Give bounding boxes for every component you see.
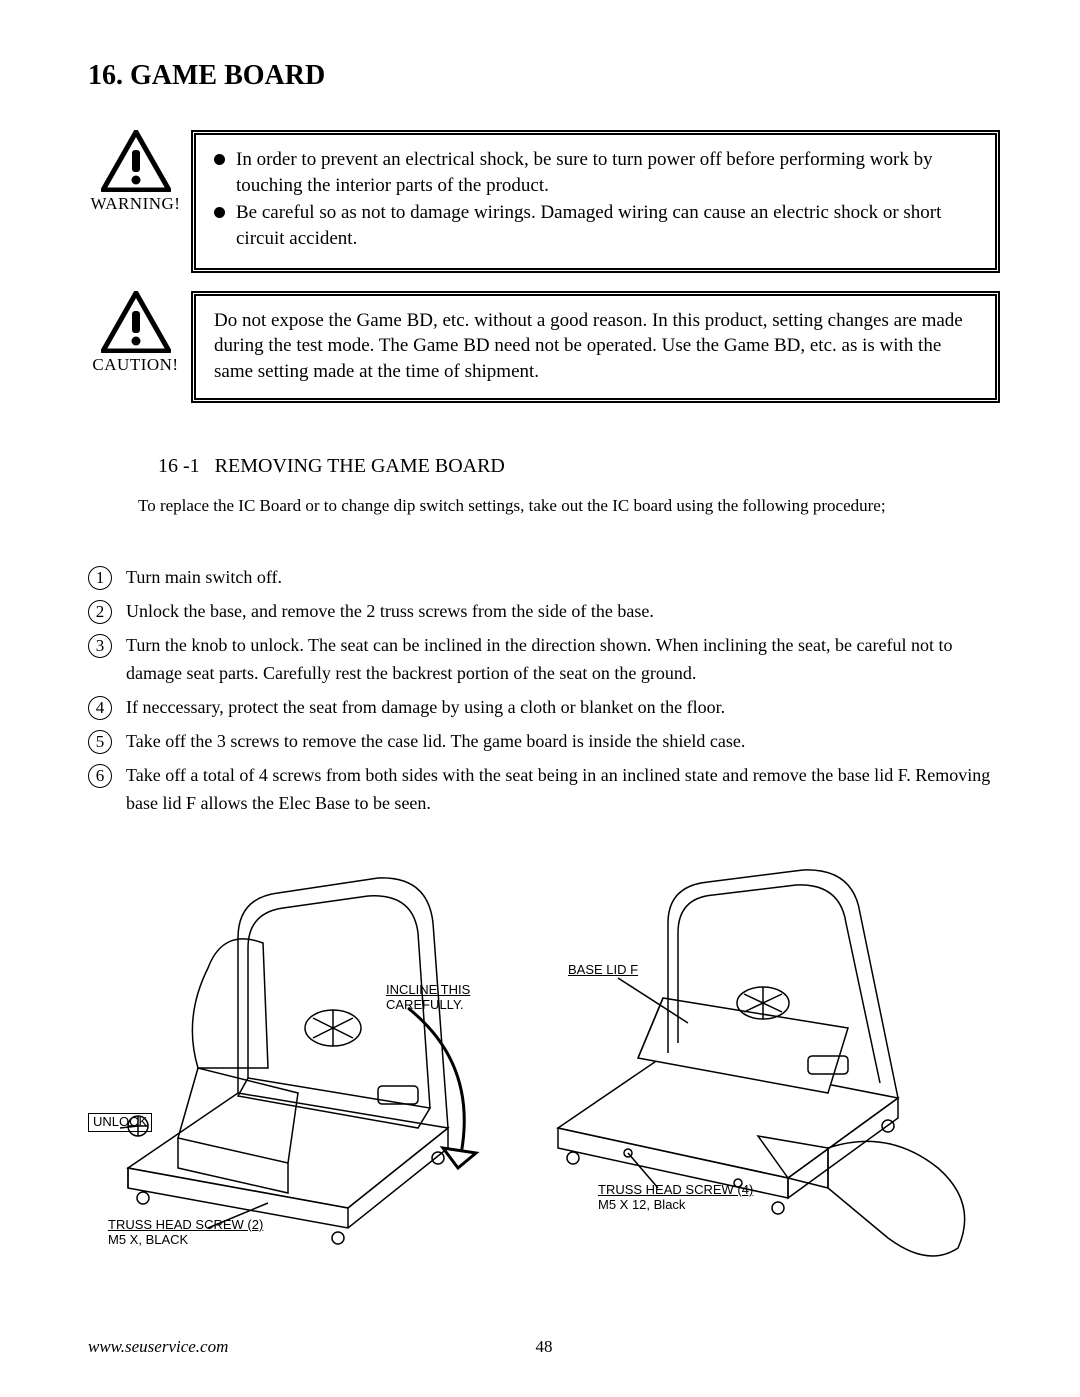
fig-label-line: TRUSS HEAD SCREW (4) — [598, 1183, 753, 1198]
fig-label-base-lid: BASE LID F — [568, 963, 638, 978]
fig-label-truss-left: TRUSS HEAD SCREW (2) M5 X, BLACK — [108, 1218, 263, 1248]
fig-label-unlock: UNLOCK — [88, 1113, 152, 1132]
warning-box: In order to prevent an electrical shock,… — [191, 130, 1000, 273]
step-number: 3 — [88, 634, 112, 658]
caution-triangle-icon — [101, 291, 171, 353]
step-text: Unlock the base, and remove the 2 truss … — [126, 598, 1000, 626]
caution-box: Do not expose the Game BD, etc. without … — [191, 291, 1000, 404]
warning-row: WARNING! In order to prevent an electric… — [88, 130, 1000, 273]
figure-right: BASE LID F TRUSS HEAD SCREW (4) M5 X 12,… — [528, 868, 998, 1268]
step-number: 5 — [88, 730, 112, 754]
step-text: Take off the 3 screws to remove the case… — [126, 728, 1000, 756]
figure: UNLOCK INCLINE THIS CAREFULLY. TRUSS HEA… — [88, 868, 1000, 1268]
step-text: Turn main switch off. — [126, 564, 1000, 592]
fig-label-truss-right: TRUSS HEAD SCREW (4) M5 X 12, Black — [598, 1183, 753, 1213]
caution-row: CAUTION! Do not expose the Game BD, etc.… — [88, 291, 1000, 404]
fig-label-line: CAREFULLY. — [386, 997, 464, 1012]
warning-bullet: Be careful so as not to damage wirings. … — [214, 200, 977, 251]
fig-label-line: M5 X 12, Black — [598, 1197, 685, 1212]
figure-left: UNLOCK INCLINE THIS CAREFULLY. TRUSS HEA… — [88, 868, 528, 1268]
step-item: 2 Unlock the base, and remove the 2 truss… — [88, 598, 1000, 626]
step-number: 2 — [88, 600, 112, 624]
warning-symbol: WARNING! — [88, 130, 183, 214]
step-text: Turn the knob to unlock. The seat can be… — [126, 632, 1000, 688]
step-item: 4 If neccessary, protect the seat from da… — [88, 694, 1000, 722]
step-number: 1 — [88, 566, 112, 590]
step-item: 3 Turn the knob to unlock. The seat can b… — [88, 632, 1000, 688]
step-number: 6 — [88, 764, 112, 788]
section-number: 16 -1 — [158, 455, 200, 477]
fig-label-line: INCLINE THIS — [386, 982, 470, 997]
step-item: 1 Turn main switch off. — [88, 564, 1000, 592]
section-title: REMOVING THE GAME BOARD — [215, 455, 505, 477]
step-item: 5 Take off the 3 screws to remove the cas… — [88, 728, 1000, 756]
steps-list: 1 Turn main switch off. 2 Unlock the base,… — [88, 564, 1000, 817]
page-title: 16. GAME BOARD — [88, 60, 1000, 92]
section-heading: 16 -1 REMOVING THE GAME BOARD — [158, 455, 1000, 478]
step-number: 4 — [88, 696, 112, 720]
caution-label: CAUTION! — [88, 355, 183, 375]
footer-url: www.seuservice.com — [88, 1337, 228, 1357]
step-text: If neccessary, protect the seat from dam… — [126, 694, 1000, 722]
footer-page-number: 48 — [536, 1337, 553, 1357]
step-item: 6 Take off a total of 4 screws from both … — [88, 762, 1000, 818]
fig-label-incline: INCLINE THIS CAREFULLY. — [386, 983, 470, 1013]
fig-label-line: TRUSS HEAD SCREW (2) — [108, 1218, 263, 1233]
caution-symbol: CAUTION! — [88, 291, 183, 375]
warning-triangle-icon — [101, 130, 171, 192]
step-text: Take off a total of 4 screws from both s… — [126, 762, 1000, 818]
footer: www.seuservice.com 48 — [88, 1337, 1000, 1357]
warning-bullet: In order to prevent an electrical shock,… — [214, 147, 977, 198]
warning-label: WARNING! — [88, 194, 183, 214]
fig-label-line: M5 X, BLACK — [108, 1232, 188, 1247]
section-intro: To replace the IC Board or to change dip… — [138, 496, 1000, 516]
cabinet-left-illustration — [88, 868, 528, 1268]
